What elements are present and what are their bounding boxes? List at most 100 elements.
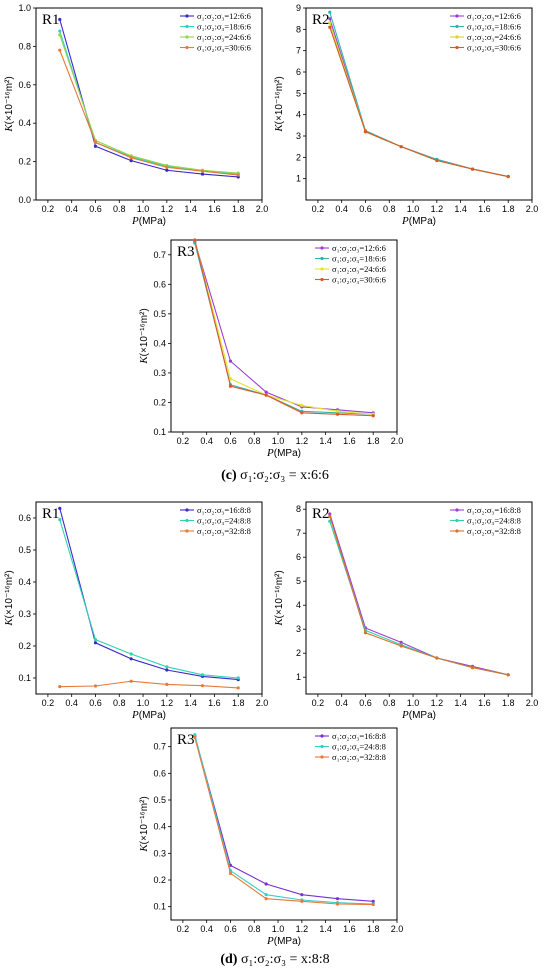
chart-c-R2-ylabel: K(×10⁻¹⁶m²) bbox=[273, 76, 285, 132]
chart-c-R2-series-3-point-3 bbox=[435, 158, 439, 163]
chart-c-R1-ylabel: K(×10⁻¹⁶m²) bbox=[3, 76, 15, 132]
chart-d-R3-frame bbox=[170, 727, 398, 921]
chart-d-R3-series-1-line bbox=[194, 734, 374, 905]
chart-d-R2-svg: 0.2 0.4 0.6 0.8 1.0 1.2 1.4 1.6 1.8 2.012345678P(… bbox=[273, 501, 538, 721]
chart-d-R3-xtick-label-9: 2.0 bbox=[391, 924, 404, 934]
chart-d-R3-xtick-label-5: 1.2 bbox=[296, 924, 309, 934]
chart-d-R3-series-2-point-3 bbox=[300, 899, 304, 903]
chart-c-R1-series-0-point-3 bbox=[165, 168, 169, 172]
chart-c-R2-xlabel: P(MPa) bbox=[401, 215, 436, 227]
chart-d-R1-xlabel-var: P bbox=[131, 709, 139, 721]
chart-d-R2-series-2-point-2 bbox=[399, 644, 403, 648]
chart-c-R3-xtick-label-0: 0.2 bbox=[177, 436, 190, 446]
chart-c-R1-xlabel: P(MPa) bbox=[131, 215, 166, 227]
chart-c-R1-ytick-label-5: 1.0 bbox=[18, 3, 31, 13]
chart-c-R3-xtick-label-6: 1.4 bbox=[319, 436, 332, 446]
chart-d-R1-xtick-label-7: 1.6 bbox=[208, 698, 221, 708]
chart-c-R2-xtick-label-4: 1.0 bbox=[407, 204, 420, 214]
chart-c-R3-ytick-label-3: 0.4 bbox=[153, 338, 166, 348]
chart-d-R1-xlabel-unit: (MPa) bbox=[139, 710, 166, 721]
chart-d-R2-panel-label: R2 bbox=[312, 506, 330, 522]
chart-c-R1-xtick-label-9: 2.0 bbox=[256, 204, 269, 214]
chart-c-R2-series-3-point-0 bbox=[328, 25, 332, 29]
chart-d-R1-ytick-label-0: 0.1 bbox=[18, 673, 31, 683]
chart-d-R2-series-0-point-0 bbox=[328, 512, 332, 516]
chart-d-R2-xtick-label-3: 0.8 bbox=[383, 698, 396, 708]
chart-c-R3-series-3-point-4 bbox=[335, 412, 340, 416]
chart-d-R3-xtick-label-3: 0.8 bbox=[248, 924, 261, 934]
chart-c-R2-xtick-label-1: 0.4 bbox=[335, 204, 348, 214]
chart-c-R2-ytick-label-6: 7 bbox=[296, 46, 301, 56]
chart-c-R3-series-3-line bbox=[194, 239, 374, 417]
caption-c-letter: (c) bbox=[221, 468, 237, 483]
chart-c-R3-xtick-label-2: 0.6 bbox=[224, 436, 237, 446]
chart-d-R2-ytick-label-1: 2 bbox=[296, 648, 301, 658]
chart-d-R2-series-2-point-1 bbox=[363, 631, 368, 635]
chart-d-R3-ytick-label-3: 0.4 bbox=[153, 822, 166, 832]
chart-d-R1-series-2-point-5 bbox=[236, 686, 240, 690]
chart-d-R3-series-1-point-0 bbox=[193, 733, 197, 737]
chart-d-R2-ytick-label-5: 6 bbox=[296, 552, 301, 562]
chart-c-R1-xtick-label-8: 1.8 bbox=[232, 204, 245, 214]
chart-d-R3-series-0-point-4 bbox=[335, 897, 340, 901]
chart-d-R1-series-2-point-0 bbox=[58, 685, 62, 689]
chart-d-R3-ytick-label-6: 0.7 bbox=[153, 742, 166, 752]
chart-c-R3-xtick-label-4: 1.0 bbox=[272, 436, 285, 446]
chart-c-r3: 0.2 0.4 0.6 0.8 1.0 1.2 1.4 1.6 1.8 2.0 0.1 0.2 0.3 0… bbox=[135, 232, 405, 459]
chart-c-R3-frame bbox=[170, 239, 398, 433]
chart-c-R2-legend-1-marker bbox=[455, 24, 459, 29]
chart-c-R3-ytick-label-6: 0.7 bbox=[153, 250, 166, 260]
chart-d-R1-frame bbox=[35, 501, 263, 695]
chart-c-R3-series-3-point-0 bbox=[193, 238, 197, 242]
chart-c-R3-series-0-point-1 bbox=[228, 359, 233, 363]
chart-d-R2-ylabel-unit: (×10⁻¹⁶m²) bbox=[274, 570, 285, 618]
chart-c-R2-legend-0-marker bbox=[455, 14, 459, 18]
chart-d-R2-xtick-label-6: 1.4 bbox=[454, 698, 467, 708]
chart-d-R3-ytick-label-5: 0.6 bbox=[153, 768, 166, 778]
chart-c-R3-xtick-label-7: 1.6 bbox=[343, 436, 356, 446]
chart-c-R1-panel-label: R1 bbox=[42, 12, 60, 28]
chart-c-R1-series-3-line bbox=[59, 50, 239, 176]
chart-c-R3-ylabel: K(×10⁻¹⁶m²) bbox=[138, 308, 150, 364]
chart-d-R3-legend-0-marker bbox=[320, 734, 324, 738]
chart-d-R3-legend-0-label: σ₁:σ₂:σ₃=16:8:8 bbox=[332, 731, 386, 741]
chart-d-R1-series-2-point-4 bbox=[200, 684, 205, 688]
chart-c-R2-ylabel-unit: (×10⁻¹⁶m²) bbox=[274, 76, 285, 124]
chart-d-R3-series-0-line bbox=[194, 735, 374, 902]
chart-d-R3-series-2-point-5 bbox=[371, 902, 375, 907]
chart-c-R1-series-2-line bbox=[59, 34, 239, 174]
chart-d-R2-ytick-label-6: 7 bbox=[296, 528, 301, 538]
chart-c-R1-series-0-point-4 bbox=[200, 172, 205, 176]
chart-c-R3-series-2-line bbox=[194, 239, 374, 415]
chart-c-R3-series-3-point-1 bbox=[228, 384, 233, 388]
chart-d-R2-frame bbox=[305, 501, 533, 695]
chart-c-R2-series-3-point-2 bbox=[399, 145, 403, 149]
chart-c-R2-xlabel-unit: (MPa) bbox=[409, 216, 436, 227]
chart-d-R1-series-2-line bbox=[59, 680, 239, 689]
chart-d-R2-series-2-point-3 bbox=[435, 656, 439, 660]
chart-c-R3-xlabel: P(MPa) bbox=[266, 447, 301, 459]
chart-c-R1-xtick-label-0: 0.2 bbox=[42, 204, 55, 214]
chart-c-R1-xlabel-unit: (MPa) bbox=[139, 216, 166, 227]
chart-c-R3-legend-3-marker bbox=[320, 277, 324, 282]
chart-d-R1-series-1-point-1 bbox=[93, 638, 98, 642]
chart-c-R2-xtick-label-5: 1.2 bbox=[431, 204, 444, 214]
chart-d-R3-legend-2-marker bbox=[320, 755, 324, 759]
chart-c-R1-ylabel-unit: (×10⁻¹⁶m²) bbox=[4, 76, 15, 124]
chart-d-R3-panel-label: R3 bbox=[177, 732, 195, 748]
chart-d-r3: 0.2 0.4 0.6 0.8 1.0 1.2 1.4 1.6 1.8 2.0 0.1 0.2 0.3 0… bbox=[135, 720, 405, 947]
chart-d-R2-legend-0-label: σ₁:σ₂:σ₃=16:8:8 bbox=[467, 505, 521, 515]
chart-d-R3-series-1-point-2 bbox=[264, 893, 268, 897]
chart-d-R3-xtick-label-0: 0.2 bbox=[177, 924, 190, 934]
chart-c-R1-xlabel-var: P bbox=[131, 215, 139, 227]
chart-d-R3-ylabel-var: K bbox=[138, 844, 150, 853]
chart-d-R2-xtick-label-8: 1.8 bbox=[502, 698, 515, 708]
chart-d-R1-ytick-label-4: 0.5 bbox=[18, 545, 31, 555]
chart-c-R1-series-3-point-2 bbox=[129, 156, 133, 160]
chart-c-R1-ytick-label-2: 0.4 bbox=[18, 118, 31, 128]
chart-c-R1-series-3-point-5 bbox=[236, 173, 240, 177]
chart-c-R3-legend-2-marker bbox=[320, 267, 324, 271]
chart-c-R3-legend-2-label: σ₁:σ₂:σ₃=24:6:6 bbox=[332, 264, 386, 274]
chart-d-R2-xlabel: P(MPa) bbox=[401, 709, 436, 721]
chart-c-R2-series-0-point-0 bbox=[328, 17, 332, 21]
